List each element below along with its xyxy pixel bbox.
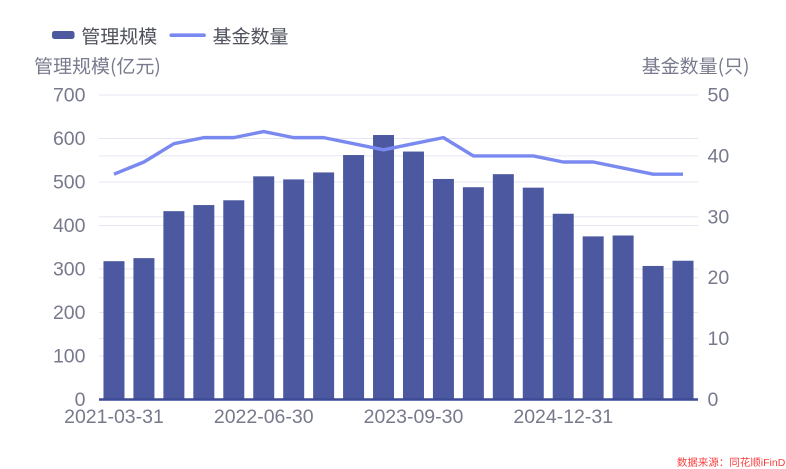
- svg-text:300: 300: [53, 259, 86, 281]
- svg-text:700: 700: [53, 85, 86, 107]
- svg-text:10: 10: [708, 328, 730, 350]
- svg-text:40: 40: [708, 145, 730, 167]
- svg-text:500: 500: [53, 172, 86, 194]
- svg-text:0: 0: [75, 389, 86, 411]
- svg-text:iFinD: iFinD: [761, 457, 786, 469]
- svg-text:2021-03-31: 2021-03-31: [64, 406, 164, 428]
- svg-text:100: 100: [53, 346, 86, 368]
- svg-text:2024-12-31: 2024-12-31: [513, 406, 613, 428]
- svg-text:400: 400: [53, 215, 86, 237]
- svg-text:2022-06-30: 2022-06-30: [214, 406, 314, 428]
- svg-text:600: 600: [53, 128, 86, 150]
- svg-text:2023-09-30: 2023-09-30: [364, 406, 464, 428]
- svg-text:0: 0: [708, 389, 719, 411]
- svg-text:50: 50: [708, 85, 730, 107]
- svg-text:200: 200: [53, 302, 86, 324]
- svg-text:30: 30: [708, 206, 730, 228]
- svg-text:20: 20: [708, 267, 730, 289]
